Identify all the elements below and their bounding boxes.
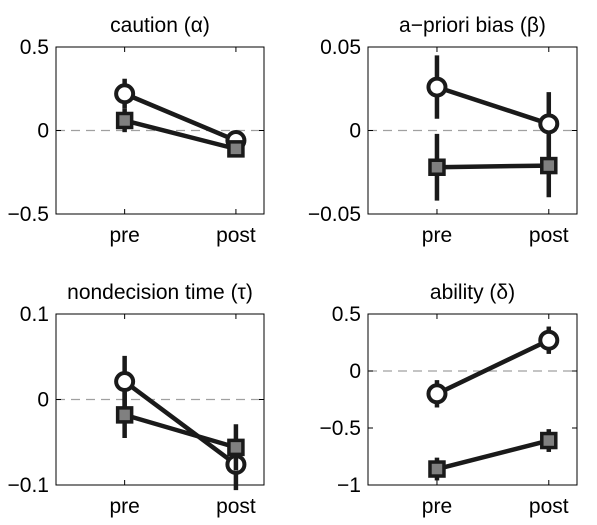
square-marker: [428, 158, 446, 176]
circle-series-line: [123, 91, 237, 143]
x-tick-label: pre: [109, 495, 139, 518]
x-tick-label: pre: [422, 224, 452, 247]
y-tick-label: 0.05: [320, 36, 361, 59]
panel-title: nondecision time (τ): [67, 281, 253, 304]
panel-title: caution (α): [110, 14, 210, 37]
panel-title: a−priori bias (β): [399, 14, 546, 37]
panel-1: caution (α) 0.5 0 −0.5 pre post: [8, 14, 265, 247]
square-series-line: [436, 163, 549, 170]
y-tick-label: −0.05: [308, 203, 361, 226]
square-marker: [428, 460, 446, 478]
x-tick-label: post: [216, 224, 256, 247]
circle-marker: [426, 76, 448, 98]
x-tick-label: pre: [422, 495, 452, 518]
y-tick-label: 0: [349, 360, 361, 383]
y-tick-label: 0.5: [332, 303, 361, 326]
y-tick-label: 0.1: [20, 303, 49, 326]
panel-2: a−priori bias (β) 0.05 0 −0.05 pre post: [308, 14, 578, 247]
circle-marker: [538, 113, 560, 135]
circle-marker: [538, 329, 560, 351]
square-series-line: [436, 438, 550, 472]
circle-series-line: [435, 338, 550, 396]
circle-series-line: [436, 84, 550, 126]
y-tick-label: 0: [37, 120, 49, 143]
x-tick-label: post: [529, 495, 569, 518]
square-marker: [115, 406, 134, 424]
square-marker: [540, 156, 558, 175]
x-tick-label: pre: [109, 224, 139, 247]
panel-4: ability (δ) 0.5 0 −0.5 −1 pre post: [320, 281, 578, 518]
circle-marker: [426, 383, 448, 405]
y-tick-label: −0.1: [8, 474, 49, 497]
y-tick-label: −0.5: [8, 203, 49, 226]
square-series-line: [124, 118, 237, 152]
plot-frame: [367, 313, 578, 486]
square-series-line: [124, 412, 237, 450]
circle-marker: [114, 83, 136, 105]
circle-series-line: [123, 379, 238, 467]
square-marker: [227, 438, 245, 457]
y-tick-label: −1: [337, 474, 361, 497]
x-tick-label: post: [529, 224, 569, 247]
panel-3: nondecision time (τ) 0.1 0 −0.1 pre post: [8, 281, 265, 518]
y-tick-label: 0: [37, 389, 49, 412]
square-marker: [227, 140, 245, 158]
x-tick-label: post: [216, 495, 256, 518]
square-marker: [540, 431, 558, 450]
y-tick-label: −0.5: [320, 417, 361, 440]
y-tick-label: 0.5: [20, 36, 49, 59]
panel-title: ability (δ): [430, 281, 515, 304]
square-marker: [115, 111, 134, 130]
circle-marker: [114, 371, 136, 393]
y-tick-label: 0: [349, 120, 361, 143]
